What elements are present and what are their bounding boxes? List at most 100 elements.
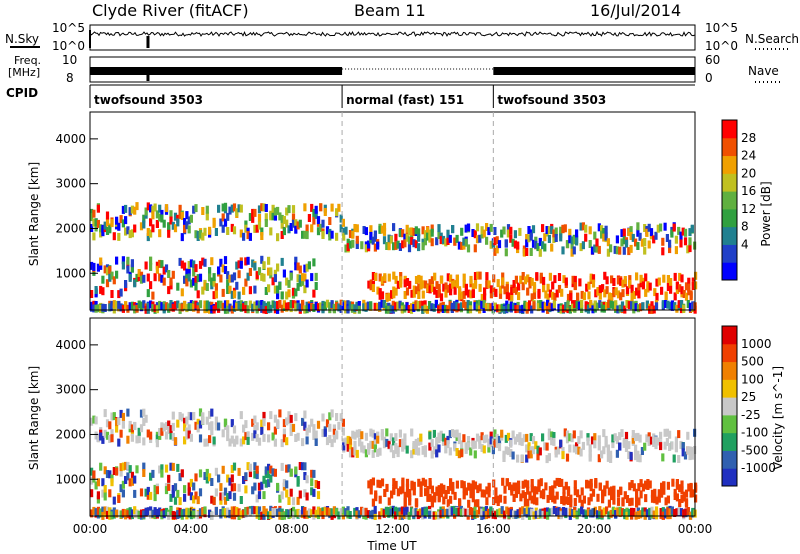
heatmap-cell: [232, 492, 237, 501]
heatmap-cell: [271, 432, 275, 441]
heatmap-cell: [478, 506, 482, 515]
heatmap-cell: [616, 305, 620, 314]
heatmap-cell: [441, 235, 446, 244]
heatmap-cell: [205, 416, 209, 425]
heatmap-cell: [316, 506, 321, 515]
heatmap-cell: [620, 229, 624, 238]
heatmap-cell: [291, 300, 296, 309]
heatmap-cell: [637, 483, 641, 492]
heatmap-cell: [287, 415, 291, 424]
heatmap-cell: [357, 510, 361, 519]
heatmap-cell: [167, 303, 171, 312]
heatmap-cell: [565, 435, 570, 444]
colorbar-swatch: [722, 137, 737, 157]
heatmap-cell: [155, 265, 159, 274]
heatmap-cell: [128, 511, 132, 520]
heatmap-cell: [620, 301, 625, 310]
heatmap-cell: [146, 289, 150, 298]
heatmap-cell: [634, 452, 638, 461]
heatmap-cell: [382, 509, 386, 518]
heatmap-cell: [285, 291, 289, 300]
heatmap-cell: [648, 282, 652, 291]
heatmap-cell: [467, 289, 471, 298]
heatmap-cell: [101, 435, 105, 444]
heatmap-cell: [255, 224, 259, 233]
heatmap-cell: [99, 224, 103, 233]
heatmap-cell: [185, 221, 189, 230]
colorbar-tick: 28: [741, 131, 756, 145]
heatmap-cell: [137, 300, 141, 309]
heatmap-cell: [629, 451, 633, 460]
heatmap-cell: [255, 433, 259, 442]
heatmap-cell: [398, 229, 402, 238]
heatmap-cell: [267, 434, 271, 443]
heatmap-cell: [376, 435, 380, 444]
heatmap-cell: [536, 445, 540, 454]
heatmap-cell: [398, 439, 402, 448]
heatmap-cell: [510, 287, 514, 295]
heatmap-cell: [606, 446, 610, 455]
heatmap-cell: [529, 450, 533, 459]
heatmap-cell: [171, 489, 175, 498]
heatmap-cell: [194, 264, 198, 273]
heatmap-cell: [457, 507, 461, 516]
heatmap-cell: [489, 223, 493, 232]
heatmap-cell: [192, 495, 196, 504]
heatmap-cell: [647, 432, 651, 441]
colorbar-swatch: [722, 414, 737, 434]
x-tick-label: 08:00: [274, 522, 309, 536]
heatmap-cell: [237, 301, 241, 310]
heatmap-cell: [282, 434, 286, 443]
heatmap-cell: [446, 486, 450, 494]
heatmap-cell: [246, 436, 250, 445]
heatmap-cell: [498, 508, 502, 517]
heatmap-cell: [196, 274, 200, 283]
heatmap-cell: [198, 469, 203, 478]
x-tick-label: 16:00: [476, 522, 511, 536]
heatmap-cell: [194, 230, 198, 239]
heatmap-cell: [135, 465, 139, 474]
heatmap-cell: [606, 248, 610, 257]
heatmap-cell: [364, 227, 368, 236]
heatmap-cell: [492, 287, 496, 296]
heatmap-cell: [545, 442, 549, 451]
heatmap-cell: [527, 234, 531, 243]
heatmap-cell: [187, 424, 191, 433]
heatmap-cell: [435, 444, 439, 452]
nsearch-tick-bottom: 10^0: [705, 39, 738, 53]
heatmap-cell: [482, 435, 486, 444]
heatmap-cell: [660, 286, 664, 295]
heatmap-cell: [146, 302, 150, 311]
freq-band-1: [90, 67, 343, 75]
heatmap-cell: [480, 508, 484, 517]
heatmap-cell: [346, 510, 350, 519]
heatmap-cell: [509, 449, 513, 457]
heatmap-cell: [568, 444, 572, 453]
heatmap-cell: [671, 478, 675, 487]
heatmap-cell: [203, 506, 207, 515]
heatmap-cell: [289, 304, 293, 313]
heatmap-cell: [289, 272, 293, 281]
heatmap-cell: [546, 299, 550, 308]
heatmap-cell: [464, 287, 468, 296]
heatmap-cell: [428, 301, 432, 309]
heatmap-cell: [654, 441, 658, 450]
heatmap-cell: [547, 453, 551, 462]
heatmap-cell: [426, 232, 430, 241]
heatmap-cell: [647, 438, 651, 446]
heatmap-cell: [389, 433, 393, 442]
heatmap-cell: [201, 286, 205, 295]
heatmap-cell: [267, 463, 271, 472]
heatmap-cell: [212, 217, 216, 226]
time-axis: 00:00 04:00 08:00 12:00 16:00 20:00 00:00: [73, 112, 712, 536]
heatmap-cell: [248, 213, 252, 221]
heatmap-cell: [192, 205, 196, 214]
heatmap-cell: [412, 481, 416, 490]
heatmap-cell: [137, 511, 141, 520]
heatmap-cell: [214, 416, 218, 425]
heatmap-cell: [219, 496, 223, 505]
heatmap-cell: [686, 300, 690, 308]
heatmap-cell: [597, 435, 601, 444]
heatmap-cell: [403, 304, 407, 313]
heatmap-cell: [355, 235, 359, 244]
